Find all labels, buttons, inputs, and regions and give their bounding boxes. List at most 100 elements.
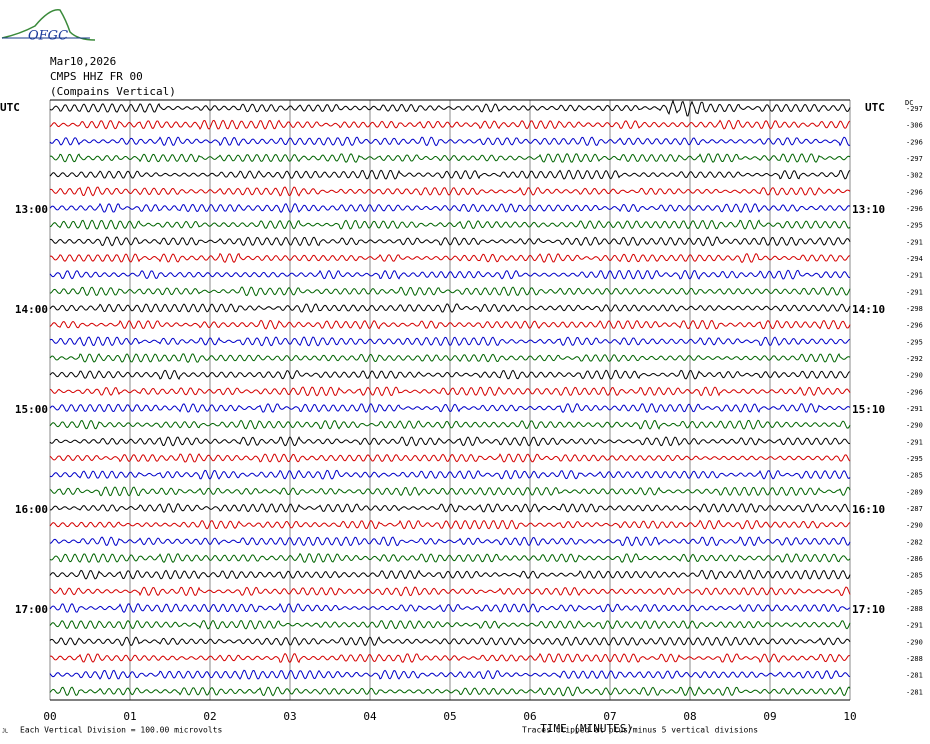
dc-offset: -289 bbox=[906, 488, 923, 496]
dc-offset: -298 bbox=[906, 305, 923, 313]
trace bbox=[49, 186, 851, 197]
trace bbox=[49, 369, 851, 380]
dc-offset: -285 bbox=[906, 472, 923, 480]
trace bbox=[49, 386, 851, 397]
dc-offset: -281 bbox=[906, 672, 923, 680]
dc-offset: -282 bbox=[906, 538, 923, 546]
right-time-label: 17:10 bbox=[852, 603, 885, 616]
trace bbox=[49, 99, 851, 117]
trace bbox=[49, 403, 851, 414]
trace bbox=[49, 669, 851, 680]
dc-offset: -295 bbox=[906, 455, 923, 463]
x-tick-label: 07 bbox=[603, 710, 616, 723]
dc-offset: -290 bbox=[906, 522, 923, 530]
dc-offset: -286 bbox=[906, 555, 923, 563]
date: Mar10,2026 bbox=[50, 55, 116, 68]
dc-offset: -291 bbox=[906, 238, 923, 246]
dc-offset: -296 bbox=[906, 322, 923, 330]
scale-note: Each Vertical Division = 100.00 microvol… bbox=[20, 726, 222, 735]
dc-offset: -291 bbox=[906, 438, 923, 446]
trace bbox=[49, 652, 851, 664]
logo-curve bbox=[1, 9, 96, 41]
x-tick-label: 02 bbox=[203, 710, 216, 723]
trace bbox=[49, 319, 851, 330]
trace bbox=[49, 152, 851, 163]
dc-offset: -306 bbox=[906, 122, 923, 130]
x-tick-label: 10 bbox=[843, 710, 856, 723]
right-time-label: 14:10 bbox=[852, 303, 885, 316]
dc-offset: -296 bbox=[906, 388, 923, 396]
trace bbox=[49, 286, 851, 297]
dc-offset: -296 bbox=[906, 138, 923, 146]
trace bbox=[49, 636, 851, 647]
trace bbox=[49, 269, 851, 280]
trace bbox=[49, 569, 851, 580]
trace bbox=[49, 436, 851, 447]
trace bbox=[49, 619, 851, 630]
trace bbox=[49, 352, 851, 363]
station: CMPS HHZ FR 00 bbox=[50, 70, 143, 83]
left-time-label: 14:00 bbox=[15, 303, 48, 316]
dc-offset: -291 bbox=[906, 272, 923, 280]
x-tick-label: 04 bbox=[363, 710, 377, 723]
left-time-label: 15:00 bbox=[15, 403, 48, 416]
dc-offset: -302 bbox=[906, 172, 923, 180]
dc-offset: -291 bbox=[906, 622, 923, 630]
dc-offset: -285 bbox=[906, 572, 923, 580]
trace bbox=[49, 252, 851, 264]
trace bbox=[49, 519, 851, 530]
left-time-label: 13:00 bbox=[15, 203, 48, 216]
trace bbox=[49, 469, 851, 480]
trace bbox=[49, 486, 851, 497]
dc-offset: -290 bbox=[906, 638, 923, 646]
trace bbox=[49, 169, 851, 180]
trace bbox=[49, 503, 851, 514]
x-tick-label: 08 bbox=[683, 710, 696, 723]
dc-offset: -281 bbox=[906, 688, 923, 696]
trace bbox=[49, 236, 851, 247]
logo-text: OFGC bbox=[28, 29, 68, 44]
x-axis-label: TIME (MINUTES) bbox=[540, 722, 633, 735]
trace bbox=[49, 419, 851, 430]
clip-note: Traces clipped at plus/minus 5 vertical … bbox=[522, 726, 758, 735]
dc-offset: -296 bbox=[906, 188, 923, 196]
dc-offset: -291 bbox=[906, 405, 923, 413]
left-time-label: 17:00 bbox=[15, 603, 48, 616]
dc-offset: -288 bbox=[906, 605, 923, 613]
dc-header: DC bbox=[905, 99, 913, 107]
x-tick-label: 06 bbox=[523, 710, 536, 723]
trace bbox=[49, 552, 851, 564]
right-time-label: 16:10 bbox=[852, 503, 885, 516]
dc-offset: -285 bbox=[906, 588, 923, 596]
trace bbox=[49, 303, 851, 313]
x-tick-label: 00 bbox=[43, 710, 56, 723]
x-tick-label: 01 bbox=[123, 710, 136, 723]
x-tick-label: 03 bbox=[283, 710, 296, 723]
x-tick-label: 09 bbox=[763, 710, 776, 723]
right-time-label: UTC bbox=[865, 101, 885, 114]
dc-offset: -297 bbox=[906, 155, 923, 163]
dc-offset: -288 bbox=[906, 655, 923, 663]
trace bbox=[49, 202, 851, 214]
trace bbox=[49, 136, 851, 147]
dc-offset: -290 bbox=[906, 422, 923, 430]
x-tick-label: 05 bbox=[443, 710, 456, 723]
corner-mark: JL bbox=[2, 729, 8, 735]
trace bbox=[49, 336, 851, 347]
dc-offset: -290 bbox=[906, 372, 923, 380]
left-time-label: 16:00 bbox=[15, 503, 48, 516]
trace bbox=[49, 119, 851, 130]
trace bbox=[49, 586, 851, 597]
right-time-label: 13:10 bbox=[852, 203, 885, 216]
trace bbox=[49, 536, 851, 547]
left-time-label: UTC bbox=[0, 101, 20, 114]
location: (Compains Vertical) bbox=[50, 85, 176, 98]
trace bbox=[49, 453, 851, 463]
trace bbox=[49, 602, 851, 613]
dc-offset: -292 bbox=[906, 355, 923, 363]
dc-offset: -287 bbox=[906, 505, 923, 513]
logo: OFGC bbox=[1, 9, 96, 44]
trace bbox=[49, 686, 851, 697]
